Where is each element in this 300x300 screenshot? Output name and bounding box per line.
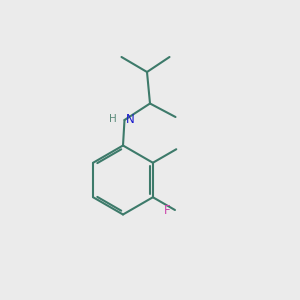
- Text: H: H: [109, 114, 117, 124]
- Text: F: F: [164, 203, 170, 217]
- Text: N: N: [125, 113, 134, 126]
